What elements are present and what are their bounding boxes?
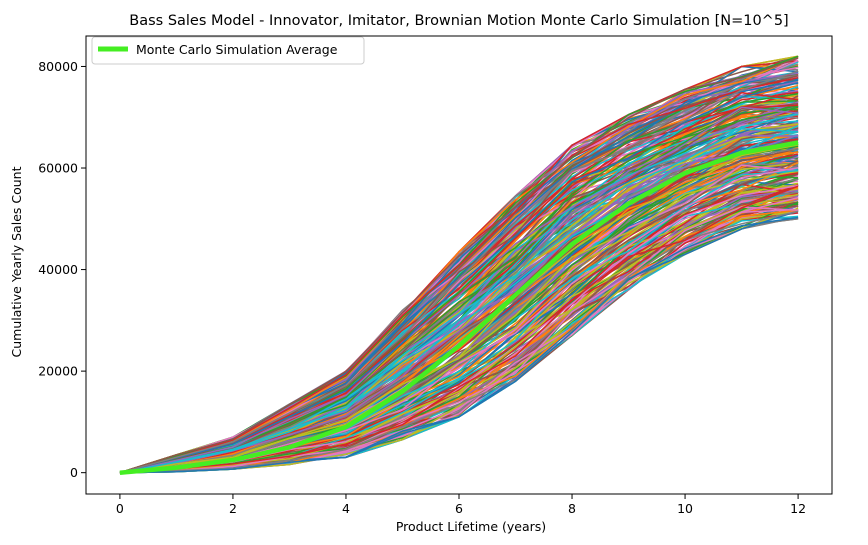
simulation-line bbox=[119, 151, 799, 474]
simulation-line bbox=[119, 76, 799, 474]
average-line bbox=[119, 140, 799, 475]
simulation-line bbox=[119, 144, 799, 474]
simulation-line bbox=[119, 57, 799, 474]
simulation-line bbox=[119, 128, 799, 474]
simulation-line bbox=[119, 82, 799, 474]
simulation-line bbox=[119, 106, 799, 474]
x-axis-ticks: 0 2 4 6 8 10 12 bbox=[116, 494, 806, 516]
simulation-line bbox=[119, 185, 799, 474]
average-line-layer bbox=[119, 140, 799, 475]
x-tick-label: 6 bbox=[455, 501, 463, 516]
y-tick-label: 20000 bbox=[38, 364, 78, 379]
simulation-line bbox=[119, 216, 799, 474]
y-axis-label: Cumulative Yearly Sales Count bbox=[9, 166, 24, 357]
y-tick-label: 80000 bbox=[38, 59, 78, 74]
x-tick-label: 12 bbox=[790, 501, 806, 516]
y-tick-label: 60000 bbox=[38, 161, 78, 176]
simulation-line bbox=[119, 161, 799, 474]
y-tick-label: 40000 bbox=[38, 262, 78, 277]
simulation-line bbox=[119, 161, 799, 474]
legend-box bbox=[91, 36, 365, 65]
x-tick-label: 10 bbox=[677, 501, 693, 516]
x-tick-label: 4 bbox=[342, 501, 350, 516]
chart-title: Bass Sales Model - Innovator, Imitator, … bbox=[129, 13, 788, 29]
legend-label: Monte Carlo Simulation Average bbox=[136, 42, 338, 57]
y-tick-label: 0 bbox=[70, 465, 78, 480]
x-tick-label: 0 bbox=[116, 501, 124, 516]
x-axis-label: Product Lifetime (years) bbox=[396, 519, 546, 534]
simulation-line bbox=[119, 70, 799, 474]
x-tick-label: 8 bbox=[568, 501, 576, 516]
simulation-line bbox=[119, 206, 799, 474]
simulation-lines bbox=[119, 55, 799, 474]
x-tick-label: 2 bbox=[229, 501, 237, 516]
simulation-line bbox=[119, 161, 799, 474]
y-axis-ticks: 0 20000 40000 60000 80000 bbox=[38, 59, 86, 480]
legend: Monte Carlo Simulation Average bbox=[91, 36, 365, 65]
